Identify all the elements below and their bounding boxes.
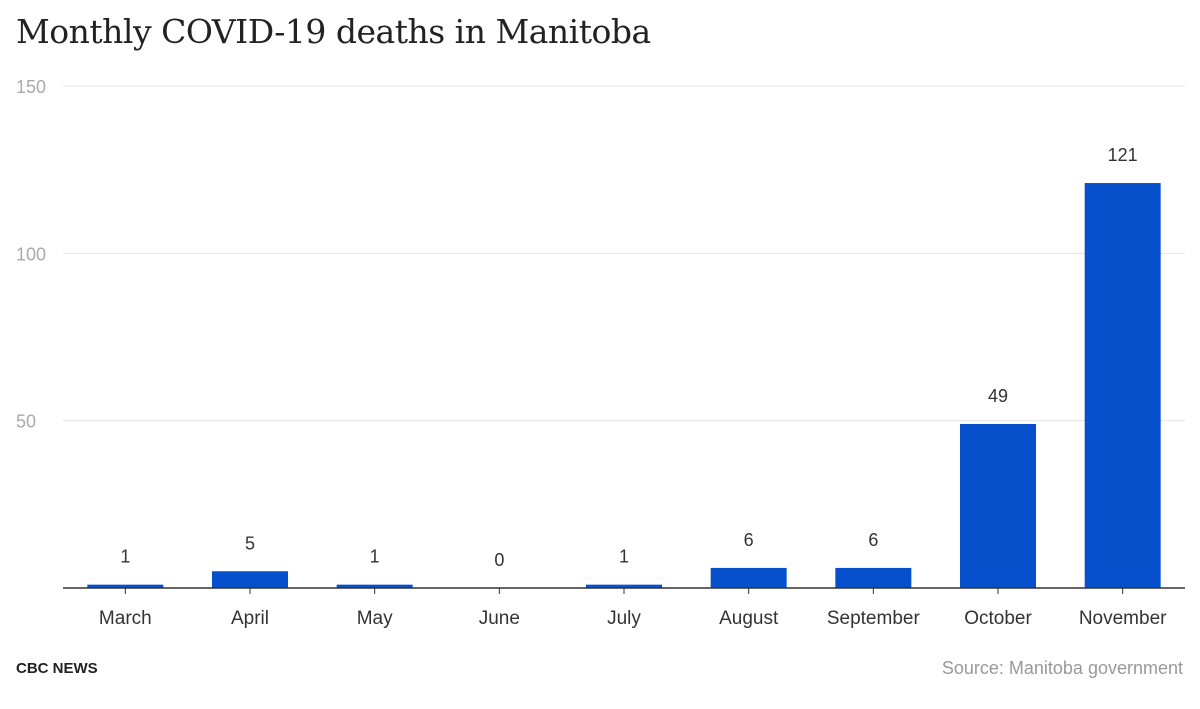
data-label: 6 — [744, 530, 754, 550]
bar — [710, 567, 787, 588]
bar — [586, 584, 662, 588]
chart-title: Monthly COVID-19 deaths in Manitoba — [16, 12, 651, 51]
y-tick-label: 100 — [16, 244, 46, 264]
x-tick-label: April — [231, 608, 269, 629]
x-tick-label: August — [719, 608, 779, 629]
y-tick-label: 150 — [16, 77, 46, 97]
data-label: 49 — [988, 386, 1008, 406]
bar — [336, 584, 413, 588]
x-tick-label: October — [964, 608, 1032, 629]
bar — [835, 567, 912, 588]
data-label: 1 — [120, 547, 130, 567]
x-tick-label: May — [357, 608, 393, 629]
x-tick-label: March — [99, 608, 152, 629]
data-label: 1 — [370, 547, 380, 567]
data-label: 0 — [494, 550, 504, 570]
y-tick-label: 50 — [16, 412, 36, 432]
data-label: 6 — [868, 530, 878, 550]
source-label: Source: Manitoba government — [941, 658, 1183, 678]
data-label: 5 — [245, 533, 255, 553]
x-tick-label: July — [607, 608, 641, 629]
bar — [960, 424, 1036, 588]
bar — [1084, 183, 1161, 588]
x-tick-label: November — [1079, 608, 1167, 629]
x-tick-label: June — [479, 608, 520, 629]
bar — [87, 584, 164, 588]
brand-label: CBC NEWS — [16, 660, 98, 677]
data-label: 121 — [1108, 145, 1138, 165]
bar — [212, 571, 288, 588]
data-label: 1 — [619, 547, 629, 567]
x-tick-label: September — [827, 608, 921, 629]
